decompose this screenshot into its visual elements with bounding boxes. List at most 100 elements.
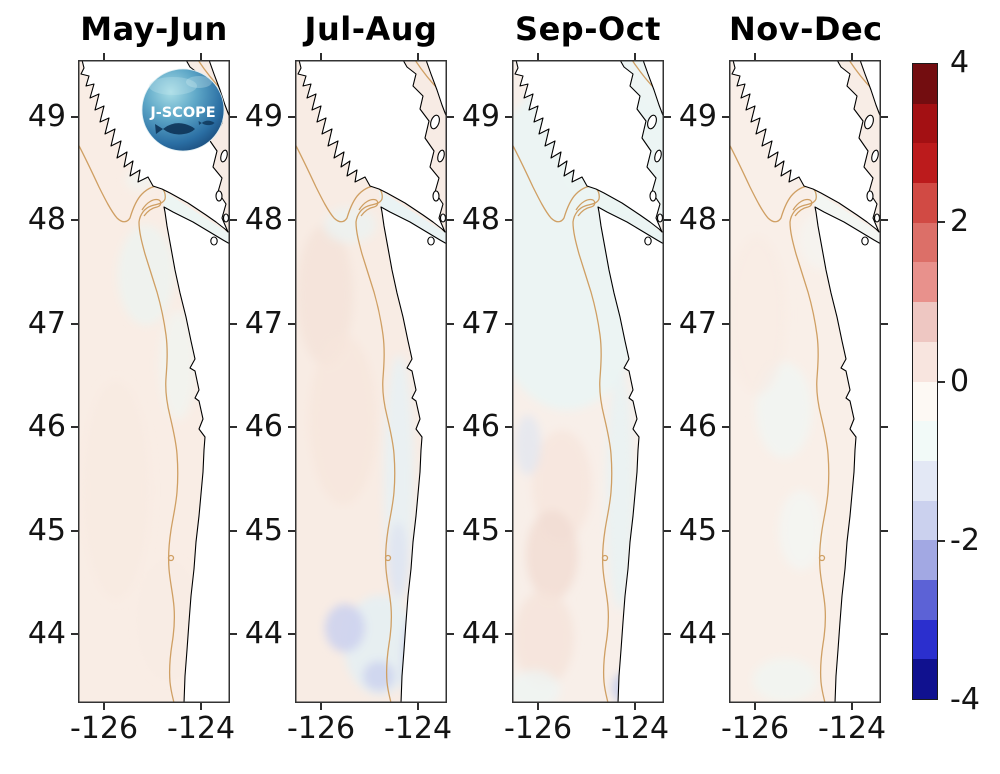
colorbar-segment: [913, 500, 937, 541]
y-tick-mark: [881, 219, 888, 221]
colorbar-segment: [913, 579, 937, 620]
juan-de-fuca-water: [813, 190, 881, 246]
y-tick-label: 47: [678, 306, 717, 341]
y-tick-mark: [288, 219, 295, 221]
y-tick-label: 46: [27, 409, 66, 444]
y-tick-mark: [230, 633, 237, 635]
y-tick-mark: [722, 116, 729, 118]
colorbar-tick-label: 4: [950, 45, 970, 80]
logo-text: J-SCOPE: [149, 105, 215, 121]
x-tick-mark: [320, 703, 322, 710]
anomaly-patches: [82, 169, 198, 680]
logo-circle: [141, 68, 225, 152]
colorbar: [912, 63, 938, 700]
colorbar-segment: [913, 103, 937, 144]
y-tick-label: 48: [461, 202, 500, 237]
map-panel-nov-dec: [729, 60, 881, 703]
colorbar-segment: [913, 659, 937, 699]
y-tick-mark: [447, 323, 454, 325]
map-panel-jul-aug: [295, 60, 447, 703]
panel-frame: [78, 60, 230, 703]
panel-title-nov-dec: Nov-Dec: [729, 10, 883, 48]
y-tick-mark: [71, 116, 78, 118]
x-tick-mark: [200, 703, 202, 710]
y-tick-label: 45: [461, 513, 500, 548]
y-tick-mark: [447, 633, 454, 635]
y-tick-mark: [71, 323, 78, 325]
map-panel-may-jun: J-SCOPE: [78, 60, 230, 703]
y-tick-label: 45: [678, 513, 717, 548]
y-tick-mark: [664, 219, 671, 221]
y-tick-mark: [664, 633, 671, 635]
x-tick-label: -124: [383, 711, 453, 746]
y-tick-mark: [722, 633, 729, 635]
panel-frame: [512, 60, 664, 703]
x-tick-mark: [417, 53, 419, 60]
y-tick-mark: [505, 219, 512, 221]
y-tick-mark: [230, 530, 237, 532]
anomaly-patches: [297, 207, 421, 702]
logo-light-ray: [149, 77, 197, 95]
y-tick-mark: [722, 426, 729, 428]
y-tick-label: 44: [27, 616, 66, 651]
x-tick-mark: [851, 703, 853, 710]
y-tick-label: 49: [244, 99, 283, 134]
colorbar-segment: [913, 183, 937, 223]
y-tick-mark: [505, 116, 512, 118]
panel-frame: [729, 60, 881, 703]
panel-title-jul-aug: Jul-Aug: [304, 10, 438, 48]
colorbar-tick-label: -4: [950, 682, 980, 717]
colorbar-segment: [913, 262, 937, 303]
colorbar-segment: [913, 143, 937, 184]
colorbar-tick-mark: [938, 221, 945, 223]
y-tick-mark: [664, 116, 671, 118]
colorbar-segment: [913, 64, 937, 104]
jscope-logo: J-SCOPE: [141, 68, 225, 152]
x-tick-mark: [754, 703, 756, 710]
x-tick-label: -124: [600, 711, 670, 746]
y-tick-mark: [71, 426, 78, 428]
x-tick-mark: [103, 703, 105, 710]
x-tick-mark: [754, 53, 756, 60]
y-tick-label: 48: [678, 202, 717, 237]
colorbar-segment: [913, 460, 937, 501]
x-tick-mark: [537, 53, 539, 60]
y-tick-label: 45: [27, 513, 66, 548]
y-tick-mark: [288, 633, 295, 635]
x-tick-mark: [103, 53, 105, 60]
colorbar-tick-label: -2: [950, 523, 980, 558]
y-tick-mark: [505, 530, 512, 532]
y-tick-label: 47: [461, 306, 500, 341]
y-tick-label: 44: [244, 616, 283, 651]
y-tick-mark: [664, 530, 671, 532]
y-tick-mark: [447, 219, 454, 221]
y-tick-mark: [71, 219, 78, 221]
y-tick-mark: [230, 426, 237, 428]
y-tick-mark: [230, 323, 237, 325]
y-tick-label: 48: [27, 202, 66, 237]
y-tick-label: 46: [461, 409, 500, 444]
y-tick-label: 49: [461, 99, 500, 134]
x-tick-label: -126: [503, 711, 573, 746]
y-tick-mark: [447, 530, 454, 532]
y-tick-mark: [722, 530, 729, 532]
x-tick-label: -126: [286, 711, 356, 746]
y-tick-label: 47: [27, 306, 66, 341]
panel-frame: [295, 60, 447, 703]
y-tick-mark: [447, 426, 454, 428]
x-tick-mark: [417, 703, 419, 710]
y-tick-label: 49: [27, 99, 66, 134]
colorbar-tick-mark: [938, 381, 945, 383]
map-panel-sep-oct: [512, 60, 664, 703]
colorbar-segment: [913, 302, 937, 342]
colorbar-segment: [913, 341, 937, 382]
y-tick-mark: [664, 426, 671, 428]
y-tick-mark: [288, 530, 295, 532]
y-tick-label: 44: [678, 616, 717, 651]
logo-light-ray: [186, 76, 212, 88]
x-tick-mark: [851, 53, 853, 60]
y-tick-label: 46: [678, 409, 717, 444]
y-tick-mark: [881, 323, 888, 325]
juan-de-fuca-water: [379, 190, 447, 246]
